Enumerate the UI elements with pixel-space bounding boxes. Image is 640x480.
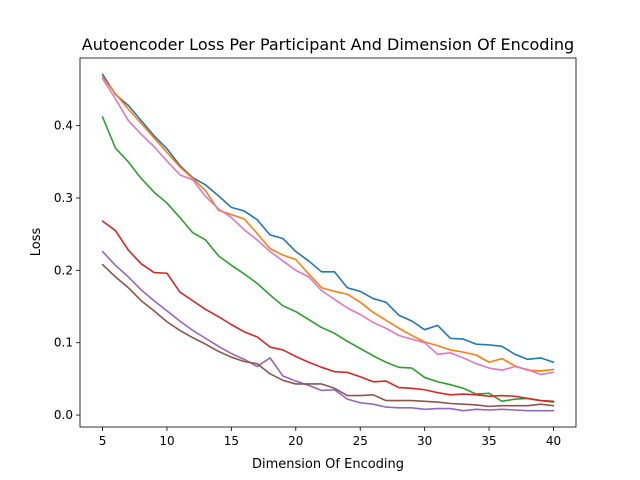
- x-axis-ticks: 5 10 15 20 25 30 35 40: [99, 427, 561, 448]
- series-line-6: [101, 263, 555, 408]
- series-line-7: [101, 77, 555, 376]
- x-tick-label: 20: [288, 434, 303, 448]
- y-tick-label: 0.3: [54, 191, 73, 205]
- series-line-3: [101, 116, 555, 403]
- series-layer: [101, 73, 555, 412]
- y-tick-label: 0.1: [54, 336, 73, 350]
- chart-title: Autoencoder Loss Per Participant And Dim…: [82, 35, 574, 54]
- y-axis-label: Loss: [29, 228, 44, 257]
- y-axis-ticks: 0.0 0.1 0.2 0.3 0.4: [54, 119, 80, 422]
- x-axis-label: Dimension Of Encoding: [252, 457, 404, 472]
- y-tick-label: 0.4: [54, 119, 73, 133]
- x-tick-label: 15: [224, 434, 239, 448]
- y-tick-label: 0.2: [54, 263, 73, 277]
- x-tick-label: 35: [481, 434, 496, 448]
- x-tick-label: 40: [546, 434, 561, 448]
- x-tick-label: 10: [159, 434, 174, 448]
- x-tick-label: 5: [99, 434, 107, 448]
- x-tick-label: 30: [417, 434, 432, 448]
- series-line-5: [101, 250, 555, 412]
- series-line-1: [101, 73, 555, 364]
- series-line-2: [101, 76, 555, 372]
- plot-frame: [79, 57, 577, 428]
- y-tick-label: 0.0: [54, 408, 73, 422]
- x-tick-label: 25: [353, 434, 368, 448]
- series-line-4: [101, 220, 555, 403]
